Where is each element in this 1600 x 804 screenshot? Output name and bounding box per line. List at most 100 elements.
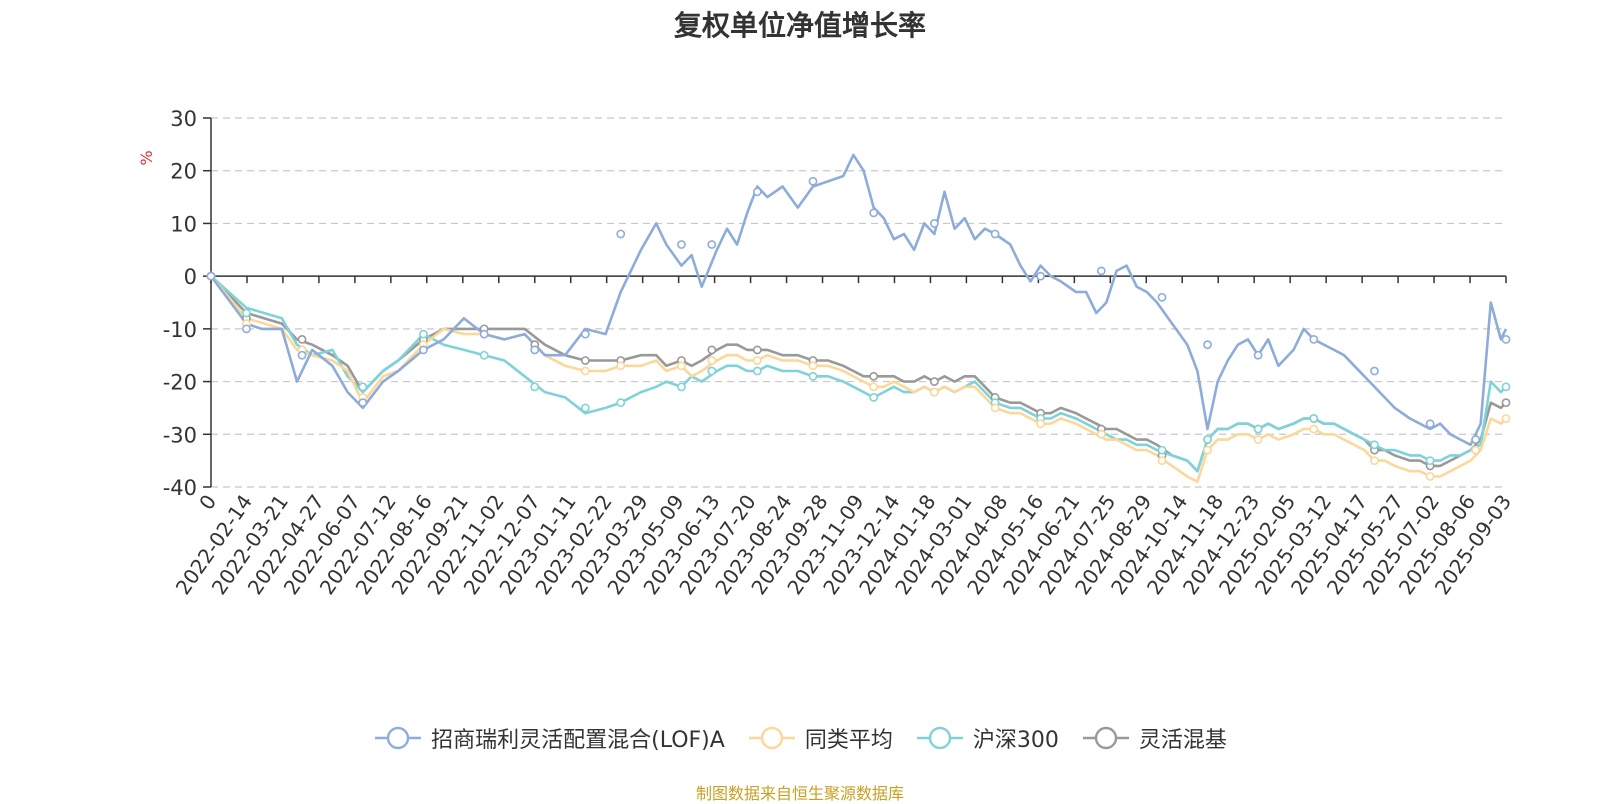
series-marker-3 [580, 356, 590, 365]
series-marker-1 [752, 356, 762, 365]
series-marker-1 [1203, 445, 1212, 455]
series-marker-0 [1425, 419, 1435, 429]
series-marker-2 [808, 371, 818, 381]
series-marker-0 [929, 219, 939, 228]
y-axis-unit-label: % [137, 150, 156, 165]
series-marker-1 [1370, 456, 1379, 466]
series-marker-1 [1309, 424, 1319, 434]
series-marker-1 [1036, 419, 1046, 429]
series-marker-0 [1501, 334, 1511, 344]
y-tick-label: -20 [163, 371, 197, 395]
series-marker-1 [1157, 456, 1167, 466]
series-marker-3 [929, 377, 939, 386]
series-marker-0 [1309, 334, 1319, 344]
series-marker-2 [1253, 424, 1263, 434]
series-marker-1 [1425, 472, 1435, 481]
series-marker-3 [297, 334, 307, 344]
series-marker-1 [1253, 435, 1263, 444]
series-marker-0 [206, 271, 216, 281]
y-tick-label: 20 [170, 160, 197, 184]
y-tick-label: -10 [163, 318, 197, 342]
series-marker-2 [1203, 435, 1212, 444]
legend-item-1[interactable]: 同类平均 [747, 722, 893, 754]
series-marker-2 [869, 392, 879, 402]
series-marker-2 [1425, 456, 1435, 466]
legend-label: 灵活混基 [1138, 728, 1227, 753]
series-marker-2 [479, 350, 489, 360]
series-marker-2 [616, 398, 626, 408]
series-marker-1 [1471, 445, 1481, 455]
series-marker-1 [1501, 414, 1511, 423]
series-marker-0 [808, 176, 818, 186]
series-marker-1 [990, 403, 1000, 413]
x-tick-label: 0 [194, 490, 221, 514]
series-marker-0 [707, 240, 717, 249]
series-marker-0 [677, 240, 686, 249]
series-marker-2 [419, 329, 428, 339]
series-marker-0 [419, 345, 428, 355]
series-marker-0 [1157, 292, 1167, 302]
series-line-3 [210, 275, 1507, 473]
series-marker-0 [479, 329, 489, 339]
series-marker-0 [1253, 350, 1263, 360]
series-marker-2 [358, 382, 368, 392]
series-marker-0 [580, 329, 590, 339]
legend-line-circle-icon [748, 726, 795, 750]
legend-line-circle-icon [916, 726, 963, 750]
series-marker-0 [242, 324, 251, 334]
y-tick-label: 0 [184, 265, 197, 289]
series-marker-3 [869, 371, 879, 381]
series-markers [206, 176, 1511, 481]
legend: 招商瑞利灵活配置混合(LOF)A 同类平均 沪深300 灵活混基 [0, 722, 1600, 754]
series-marker-1 [808, 361, 818, 371]
series-marker-2 [1501, 382, 1511, 392]
legend-item-0[interactable]: 招商瑞利灵活配置混合(LOF)A [373, 722, 725, 754]
series-marker-2 [677, 382, 686, 392]
series-marker-3 [752, 345, 762, 355]
legend-label: 同类平均 [804, 728, 893, 753]
series-marker-2 [242, 308, 251, 318]
series-marker-2 [530, 382, 540, 392]
series-marker-0 [990, 229, 1000, 239]
series-marker-1 [929, 387, 939, 397]
series-marker-0 [1471, 435, 1481, 444]
legend-item-2[interactable]: 沪深300 [915, 722, 1059, 754]
series-marker-3 [707, 345, 717, 355]
series-marker-2 [1370, 440, 1379, 450]
series-marker-1 [1096, 429, 1106, 439]
series-marker-0 [1203, 340, 1212, 350]
legend-label: 招商瑞利灵活配置混合(LOF)A [431, 728, 725, 753]
series-marker-0 [358, 398, 368, 408]
axes: 3020100-10-20-30-4002022-02-142022-03-21… [163, 107, 1516, 599]
y-tick-label: -40 [163, 476, 197, 500]
series-marker-0 [530, 345, 540, 355]
series-line-2 [210, 275, 1507, 473]
series-marker-0 [1096, 266, 1106, 276]
series-marker-2 [1157, 445, 1167, 455]
y-tick-label: 10 [170, 212, 197, 236]
series-lines [209, 153, 1508, 483]
series-line-1 [210, 275, 1507, 483]
y-tick-label: 30 [170, 107, 197, 131]
series-line-0 [209, 153, 1508, 447]
chart-title: 复权单位净值增长率 [673, 9, 926, 42]
series-marker-1 [580, 366, 590, 376]
series-marker-1 [616, 361, 626, 371]
series-marker-1 [707, 356, 717, 365]
series-marker-3 [1501, 398, 1511, 408]
legend-label: 沪深300 [972, 728, 1059, 753]
series-marker-2 [707, 366, 717, 376]
source-note: 制图数据来自恒生聚源数据库 [695, 784, 904, 803]
legend-item-3[interactable]: 灵活混基 [1081, 722, 1227, 754]
series-marker-2 [752, 366, 762, 376]
series-marker-0 [1370, 366, 1379, 376]
series-marker-1 [677, 361, 686, 371]
series-marker-1 [869, 382, 879, 392]
legend-line-circle-icon [375, 726, 422, 750]
legend-line-circle-icon [1082, 726, 1129, 750]
series-marker-0 [297, 350, 307, 360]
series-marker-2 [1309, 414, 1319, 423]
y-tick-label: -30 [163, 423, 197, 447]
series-marker-0 [869, 208, 879, 218]
